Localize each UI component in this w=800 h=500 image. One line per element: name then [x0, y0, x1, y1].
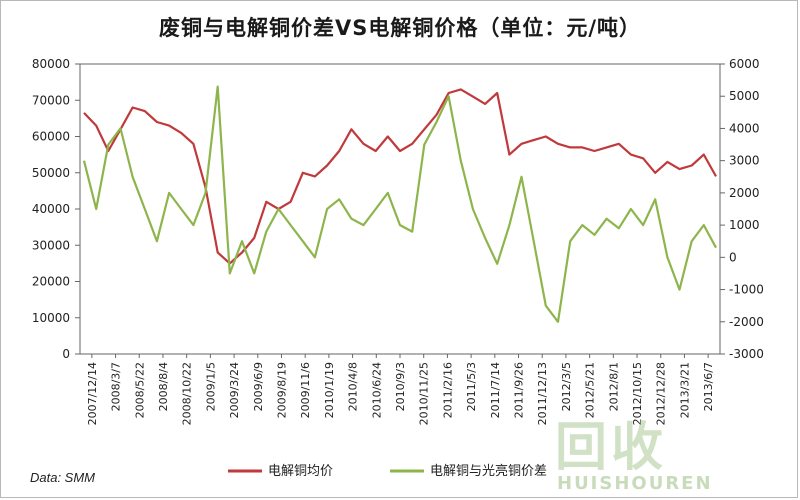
left-axis-tick-label: 80000 [32, 57, 70, 71]
right-axis-tick-label: -1000 [729, 283, 764, 297]
x-axis-tick-label: 2009/6/9 [252, 362, 265, 411]
x-axis-tick-label: 2009/8/19 [275, 362, 288, 418]
watermark-text: 回收 [555, 418, 668, 478]
chart-title: 废铜与电解铜价差VS电解铜价格（单位：元/吨） [158, 16, 642, 40]
right-axis-tick-label: 1000 [729, 218, 760, 232]
right-axis-tick-label: 4000 [729, 121, 760, 135]
data-source: Data: SMM [30, 470, 96, 485]
x-axis-tick-label: 2009/3/24 [228, 362, 241, 418]
x-axis-tick-label: 2009/11/6 [299, 362, 312, 418]
x-axis-tick-label: 2008/3/7 [110, 362, 123, 411]
x-axis-tick-label: 2011/7/14 [489, 362, 502, 418]
left-axis-tick-label: 70000 [32, 93, 70, 107]
x-axis-tick-label: 2011/12/13 [536, 362, 549, 425]
right-axis-tick-label: -2000 [729, 315, 764, 329]
right-axis-tick-label: 6000 [729, 57, 760, 71]
x-axis-tick-label: 2010/1/19 [323, 362, 336, 418]
right-axis-tick-label: 0 [729, 250, 737, 264]
series-line-copper-avg-price [83, 88, 717, 265]
x-axis-tick-label: 2008/8/4 [157, 362, 170, 411]
series-line-price-spread [82, 85, 717, 323]
left-axis-tick-label: 20000 [32, 275, 70, 289]
right-axis-tick-label: 5000 [729, 89, 760, 103]
x-axis-tick-label: 2011/5/3 [465, 362, 478, 411]
x-axis-tick-label: 2011/9/26 [513, 362, 526, 418]
x-axis-tick-label: 2013/3/21 [678, 362, 691, 418]
right-axis-tick-label: 2000 [729, 186, 760, 200]
left-axis-tick-label: 10000 [32, 311, 70, 325]
x-axis-tick-label: 2012/12/28 [655, 362, 668, 425]
left-axis-tick-label: 60000 [32, 130, 70, 144]
x-axis-tick-label: 2009/1/5 [204, 362, 217, 411]
left-axis-tick-label: 40000 [32, 202, 70, 216]
x-axis-tick-label: 2012/5/21 [584, 362, 597, 418]
x-axis-tick-label: 2012/10/15 [631, 362, 644, 425]
x-axis-tick-label: 2010/6/24 [370, 362, 383, 418]
watermark-logo: 回收 HUISHOUREN [555, 405, 775, 495]
watermark-subtext: HUISHOUREN [557, 473, 713, 494]
x-axis-tick-label: 2010/11/25 [418, 362, 431, 425]
right-axis-tick-label: -3000 [729, 347, 764, 361]
x-axis-tick-label: 2013/6/7 [702, 362, 715, 411]
x-axis-tick-label: 2012/3/5 [560, 362, 573, 411]
x-axis-tick-label: 2008/5/22 [133, 362, 146, 418]
x-axis-tick-label: 2011/2/16 [441, 362, 454, 418]
legend-label: 电解铜均价 [268, 464, 333, 479]
x-axis-tick-label: 2007/12/14 [86, 362, 99, 425]
x-axis-tick-label: 2010/4/8 [347, 362, 360, 411]
left-axis-tick-label: 0 [62, 347, 70, 361]
x-axis-tick-label: 2010/9/3 [394, 362, 407, 411]
x-axis-tick-label: 2008/10/22 [181, 362, 194, 425]
left-axis-tick-label: 50000 [32, 166, 70, 180]
legend-label: 电解铜与光亮铜价差 [430, 463, 547, 479]
left-axis-tick-label: 30000 [32, 238, 70, 252]
right-axis-tick-label: 3000 [729, 154, 760, 168]
x-axis-tick-label: 2012/8/1 [607, 362, 620, 411]
plot-area [79, 63, 721, 355]
